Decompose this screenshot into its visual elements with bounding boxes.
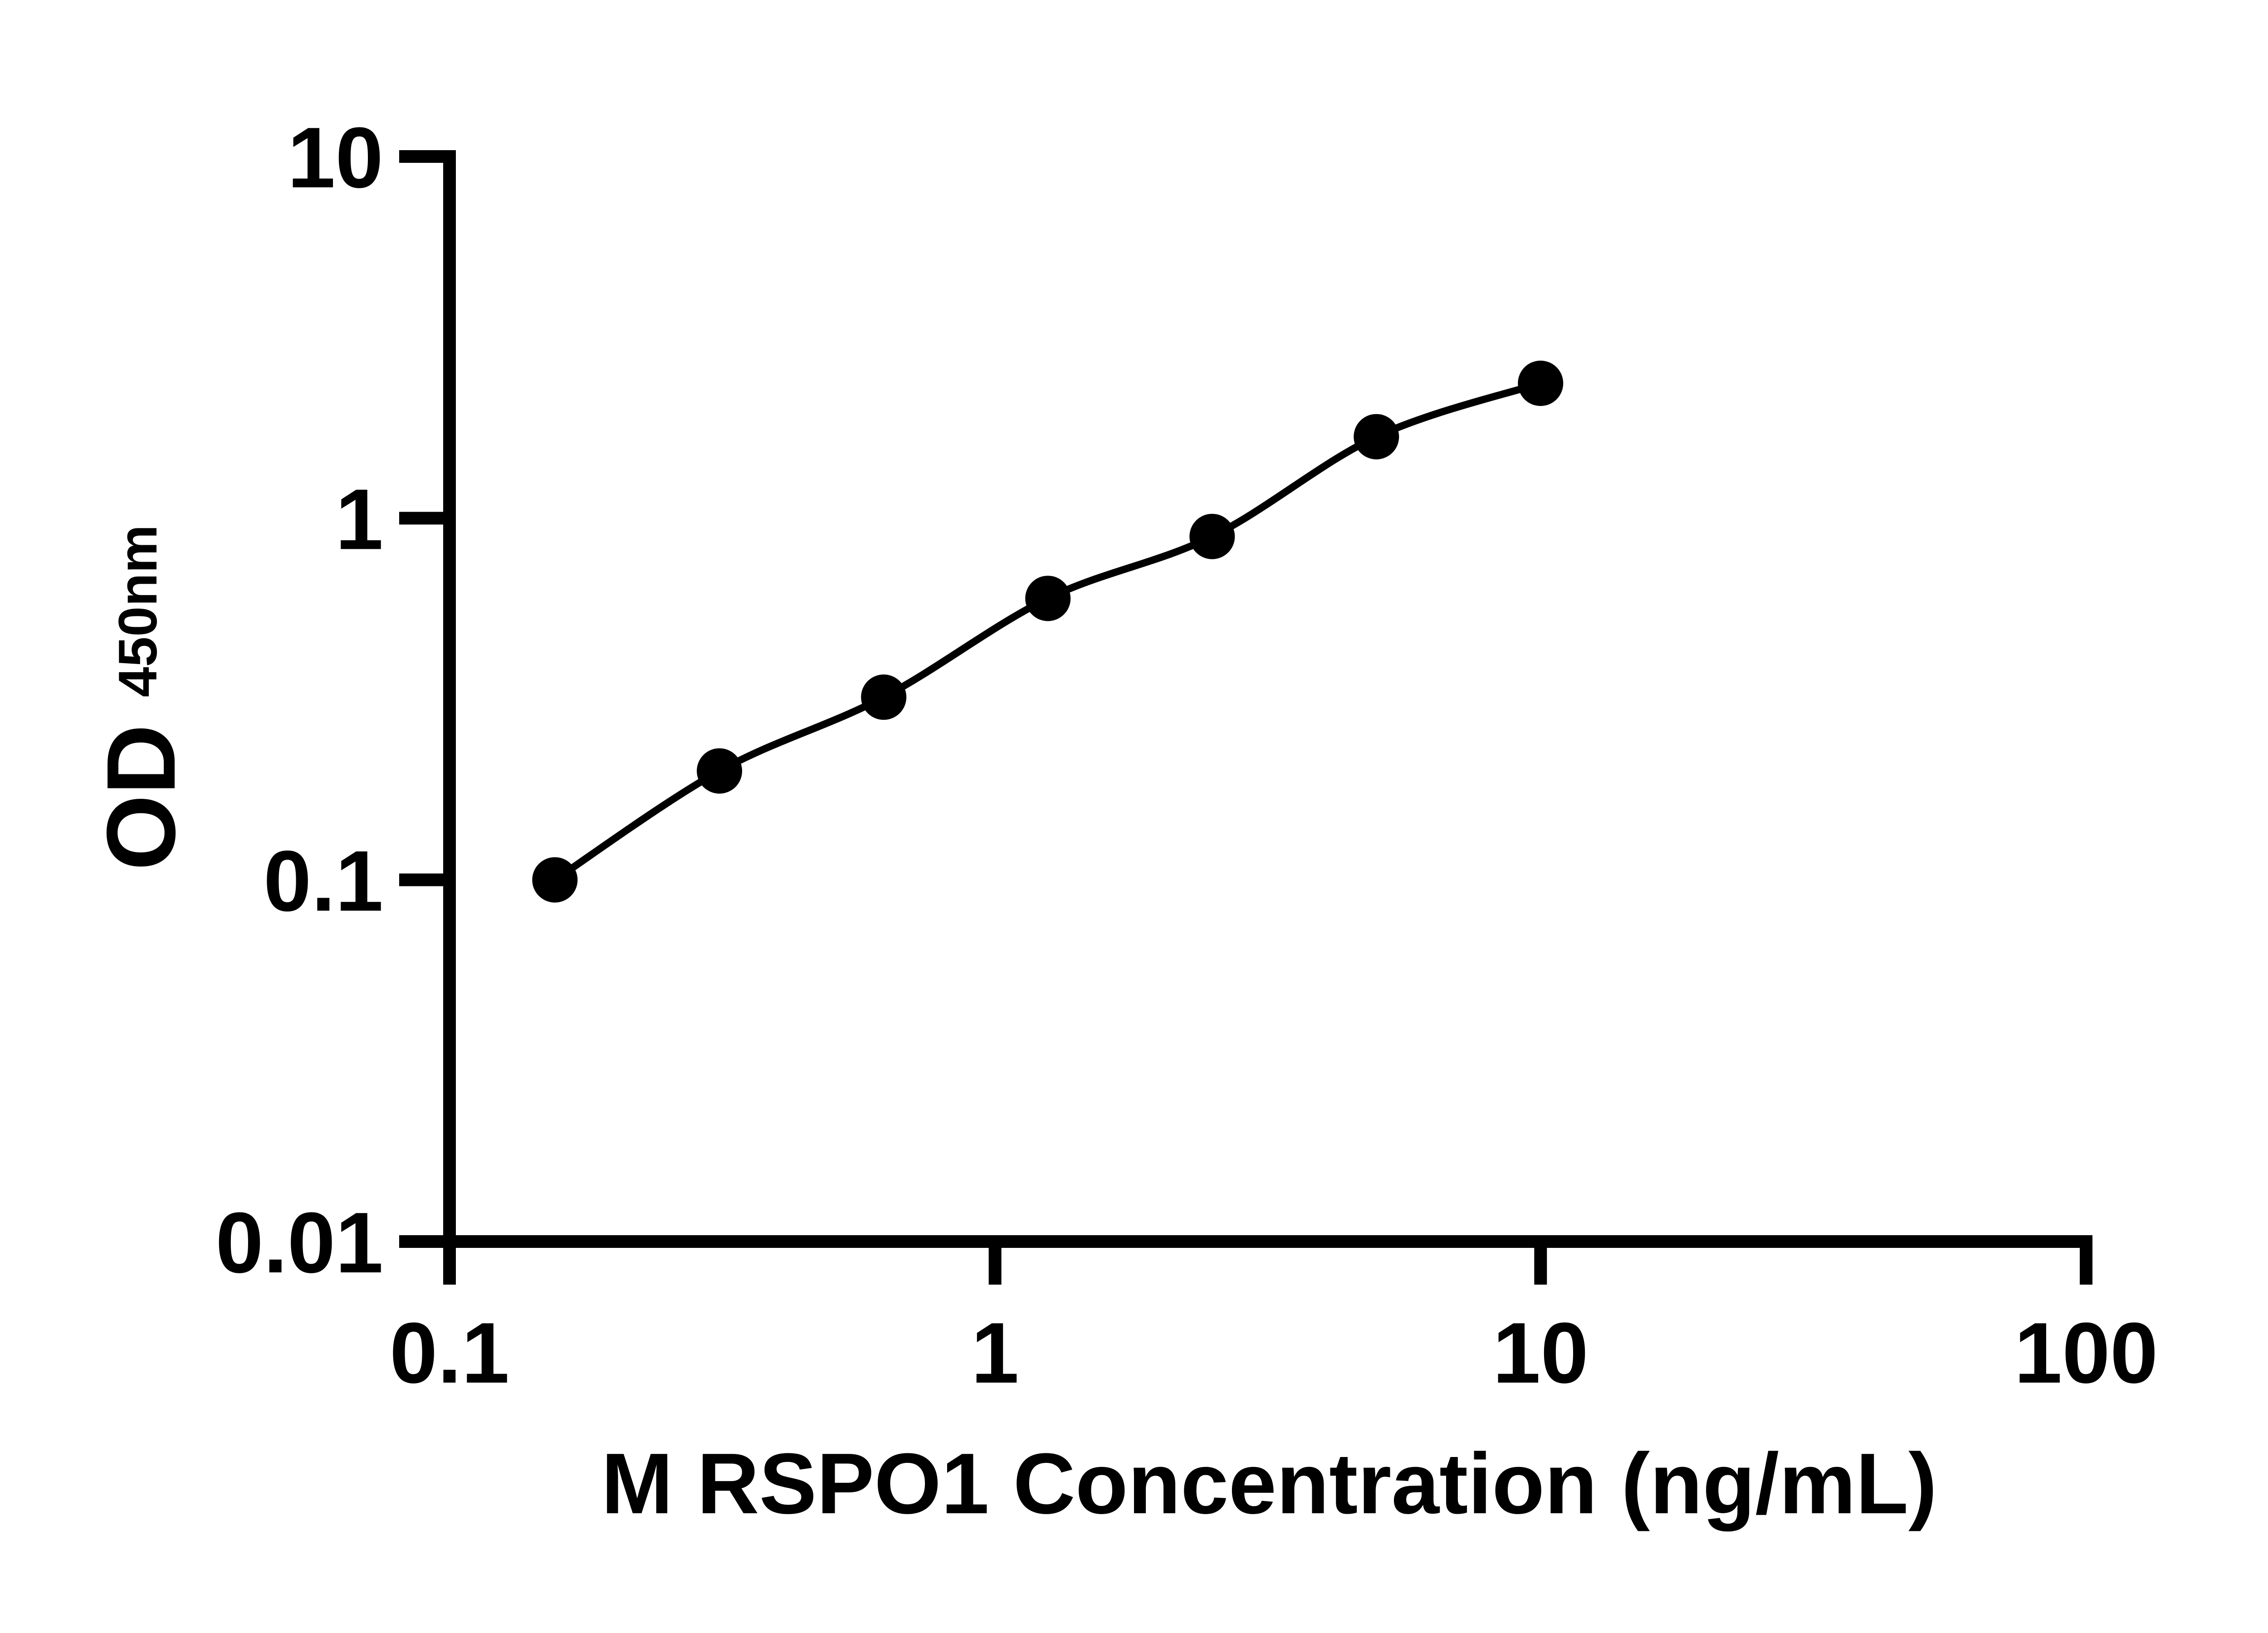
x-axis-title: M RSPO1 Concentration (ng/mL) bbox=[601, 1436, 1937, 1532]
y-tick-label: 0.1 bbox=[264, 833, 383, 929]
y-axis-title-subscript: 450nm bbox=[108, 525, 168, 697]
x-tick-label: 100 bbox=[2014, 1305, 2158, 1401]
data-point-2 bbox=[861, 674, 907, 720]
data-point-0 bbox=[532, 857, 578, 903]
data-point-6 bbox=[1518, 361, 1564, 406]
data-point-3 bbox=[1025, 576, 1071, 621]
x-axis-ticks: 0.1 1 10 100 bbox=[390, 1242, 2158, 1401]
data-point-5 bbox=[1354, 414, 1399, 460]
y-tick-label: 1 bbox=[335, 471, 383, 567]
data-series bbox=[532, 361, 1564, 903]
data-point-1 bbox=[697, 748, 743, 794]
y-axis-title: OD 450nm bbox=[86, 525, 196, 870]
y-tick-label: 0.01 bbox=[215, 1195, 383, 1291]
y-axis-ticks: 10 1 0.1 0.01 bbox=[215, 110, 456, 1291]
data-point-4 bbox=[1189, 513, 1235, 559]
y-tick-label: 10 bbox=[288, 110, 383, 206]
x-tick-label: 10 bbox=[1493, 1305, 1589, 1401]
x-tick-label: 0.1 bbox=[390, 1305, 509, 1401]
y-axis-title-main: OD bbox=[86, 724, 196, 871]
fit-curve-line bbox=[552, 380, 1542, 883]
x-tick-label: 1 bbox=[971, 1305, 1019, 1401]
